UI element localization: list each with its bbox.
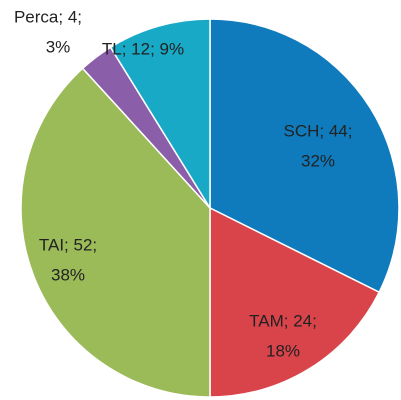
pie-slice [109,18,211,211]
pie-slice [209,206,381,398]
data-label: 3% [46,37,71,56]
data-label: 32% [301,151,335,170]
data-label: Perca; 4; [14,7,82,26]
data-label: TAM; 24; [249,311,317,330]
data-label: SCH; 44; [284,121,353,140]
data-label: TL; 12; 9% [102,39,184,58]
data-label: 18% [266,341,300,360]
pie-slice [20,67,211,398]
data-label: 38% [51,265,85,284]
pie-slice [209,18,400,294]
data-label: TAI; 52; [39,235,97,254]
